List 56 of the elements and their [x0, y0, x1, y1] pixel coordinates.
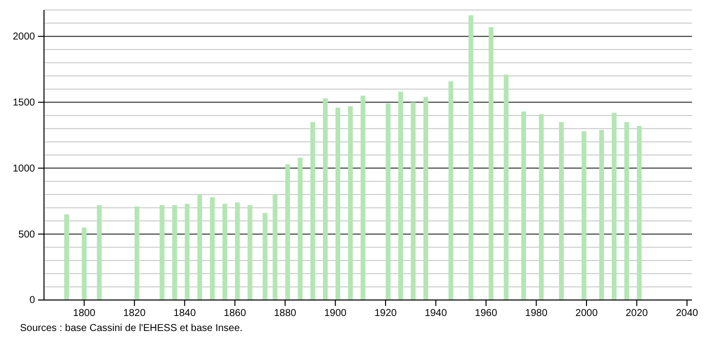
bar	[582, 131, 586, 300]
bar	[386, 104, 390, 300]
bar	[64, 214, 69, 300]
bar	[410, 102, 416, 300]
bar	[521, 112, 526, 300]
bar	[160, 205, 164, 300]
bar	[599, 130, 604, 300]
x-tick-label: 1860	[224, 308, 246, 320]
bar	[322, 98, 328, 300]
x-tick-label: 1960	[474, 308, 498, 320]
bar	[559, 122, 564, 300]
bar	[348, 106, 353, 300]
bar	[272, 194, 278, 300]
bar	[504, 74, 509, 300]
bar	[134, 206, 140, 300]
bar	[262, 213, 268, 300]
x-tick-label: 1900	[324, 308, 347, 320]
bar	[612, 112, 617, 300]
x-tick-label: 1800	[73, 308, 96, 320]
bar	[222, 204, 228, 300]
x-tick-label: 1820	[123, 308, 146, 320]
bar	[96, 205, 102, 300]
bar	[335, 108, 340, 300]
bar	[360, 96, 366, 300]
source-note: Sources : base Cassini de l'EHESS et base Insee.	[20, 323, 243, 334]
x-tick-label: 1980	[525, 308, 548, 320]
x-tick-label: 1840	[174, 308, 196, 320]
bar	[398, 92, 404, 300]
y-tick-label: 2000	[12, 32, 36, 43]
bar	[488, 27, 494, 300]
y-tick-label: 500	[18, 229, 36, 240]
x-tick-label: 2020	[626, 308, 648, 320]
bar	[624, 122, 630, 300]
y-tick-label: 0	[29, 295, 36, 306]
x-tick-label: 2000	[575, 308, 598, 320]
x-tick-label: 2040	[676, 308, 699, 320]
x-tick-label: 1940	[424, 308, 448, 320]
y-tick-label: 1500	[12, 97, 36, 108]
bar	[82, 228, 87, 300]
bar	[448, 81, 454, 300]
bar	[184, 204, 190, 300]
bar	[285, 164, 290, 300]
bar	[468, 15, 474, 300]
bar	[538, 114, 544, 300]
x-tick-label: 1880	[274, 308, 297, 320]
bar	[248, 205, 252, 300]
bar	[197, 194, 202, 300]
bar	[310, 122, 316, 300]
y-tick-label: 1000	[12, 163, 36, 174]
bar	[210, 197, 215, 300]
bar	[172, 205, 177, 300]
bar	[423, 97, 428, 300]
x-tick-label: 1920	[374, 308, 398, 320]
bar	[298, 158, 303, 300]
bar	[636, 126, 642, 300]
bar	[235, 202, 240, 300]
